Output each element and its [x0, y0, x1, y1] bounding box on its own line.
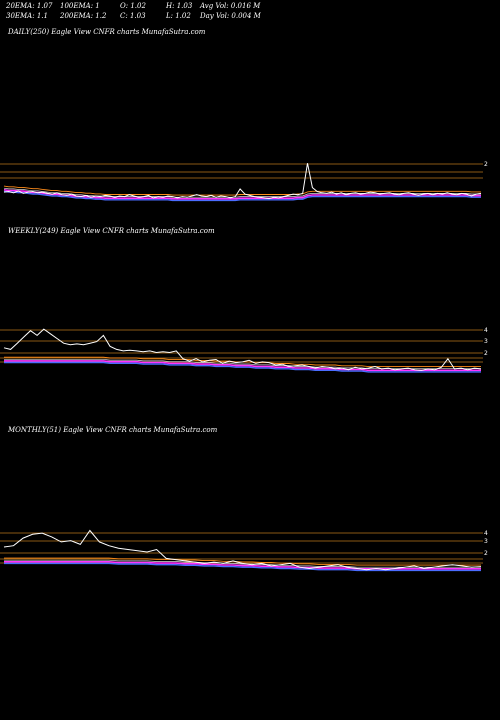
monthly-ema-magenta-line: [4, 560, 481, 570]
monthly-y-tick-label: 4: [484, 530, 488, 537]
avg-vol-readout: Avg Vol: 0.016 M: [200, 2, 261, 10]
weekly-chart-title: WEEKLY(249) Eagle View CNFR charts Munaf…: [8, 227, 215, 235]
weekly-price-line: [3, 328, 482, 371]
monthly-ema-orange-line: [4, 557, 481, 566]
close-readout: C: 1.03: [120, 12, 146, 20]
weekly-y-tick-label: 4: [484, 327, 488, 334]
weekly-y-tick-label: 2: [484, 350, 488, 357]
weekly-y-tick-label: 3: [484, 338, 488, 345]
daily-ema-magenta-line: [3, 189, 481, 200]
open-readout: O: 1.02: [120, 2, 146, 10]
low-readout: L: 1.02: [166, 12, 191, 20]
monthly-chart-title: MONTHLY(51) Eagle View CNFR charts Munaf…: [8, 426, 218, 434]
daily-ema-blue-line: [3, 190, 481, 202]
ema100-readout: 100EMA: 1: [60, 2, 100, 10]
monthly-y-tick-label: 2: [484, 550, 488, 557]
monthly-y-tick-label: 3: [484, 538, 488, 545]
weekly-ema-magenta-line: [4, 360, 481, 372]
daily-chart-title: DAILY(250) Eagle View CNFR charts Munafa…: [8, 28, 206, 36]
ema20-readout: 20EMA: 1.07: [6, 2, 53, 10]
ema30-readout: 30EMA: 1.1: [6, 12, 48, 20]
weekly-ema-blue-line: [4, 361, 481, 373]
daily-ema-white-line: [3, 187, 481, 198]
day-vol-readout: Day Vol: 0.004 M: [200, 12, 261, 20]
high-readout: H: 1.03: [166, 2, 193, 10]
ema200-readout: 200EMA: 1.2: [60, 12, 107, 20]
daily-ema-orange-line: [3, 185, 481, 196]
daily-price-line: [3, 163, 482, 200]
monthly-price-line: [3, 529, 482, 571]
daily-y-tick-label: 2: [484, 161, 488, 168]
monthly-ema-blue-line: [4, 562, 481, 572]
